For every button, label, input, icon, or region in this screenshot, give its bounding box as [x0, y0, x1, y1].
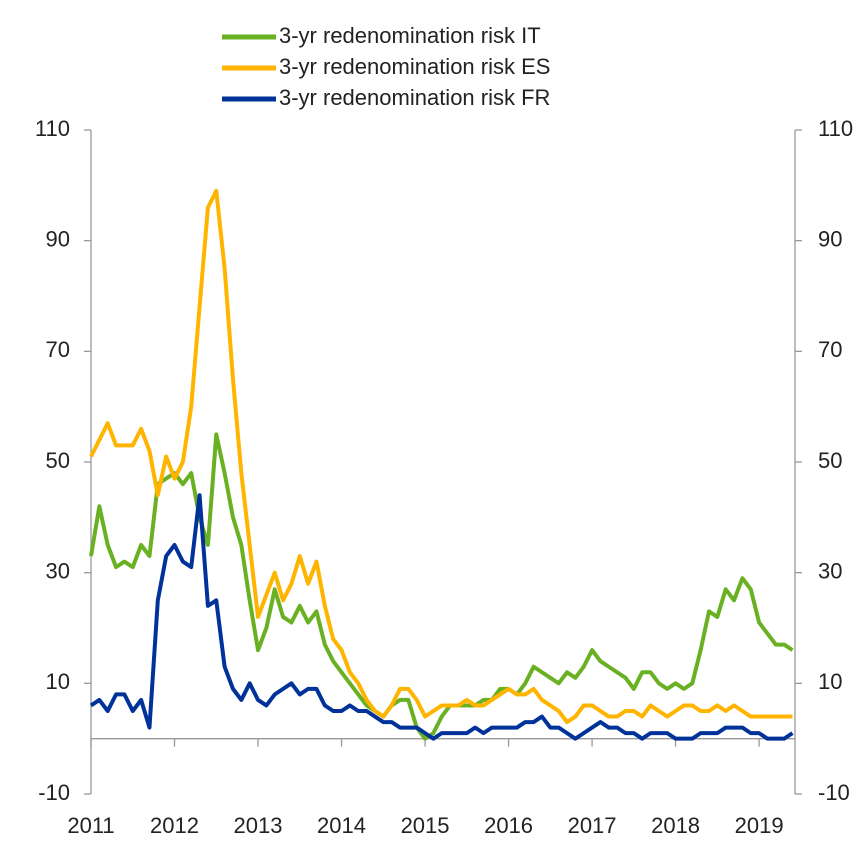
x-tick-label: 2011: [67, 813, 114, 838]
y2-tick-label: 10: [818, 669, 842, 694]
x-tick-label: 2017: [568, 813, 617, 838]
x-tick-label: 2015: [401, 813, 450, 838]
y-tick-label: 50: [46, 448, 70, 473]
y2-tick-label: -10: [818, 780, 850, 805]
x-tick-label: 2016: [484, 813, 533, 838]
y2-tick-label: 30: [818, 558, 842, 583]
y-tick-label: -10: [38, 780, 70, 805]
legend-label: 3-yr redenomination risk IT: [279, 23, 541, 48]
series-line: [89, 493, 794, 741]
series-line: [89, 432, 794, 741]
x-tick-label: 2012: [150, 813, 199, 838]
x-tick-label: 2018: [651, 813, 700, 838]
y-tick-label: 90: [46, 226, 70, 251]
series-line: [89, 188, 793, 725]
y-tick-label: 110: [35, 116, 70, 141]
y-tick-label: 70: [46, 337, 70, 362]
x-tick-label: 2013: [234, 813, 283, 838]
legend-label: 3-yr redenomination risk ES: [279, 54, 550, 79]
legend-label: 3-yr redenomination risk FR: [279, 85, 550, 110]
y2-tick-label: 70: [818, 337, 842, 362]
y-tick-label: 30: [46, 558, 70, 583]
y2-tick-label: 110: [818, 116, 853, 141]
y-tick-label: 10: [46, 669, 70, 694]
y2-tick-label: 50: [818, 448, 842, 473]
x-tick-label: 2019: [735, 813, 784, 838]
x-tick-label: 2014: [317, 813, 366, 838]
y2-tick-label: 90: [818, 226, 842, 251]
